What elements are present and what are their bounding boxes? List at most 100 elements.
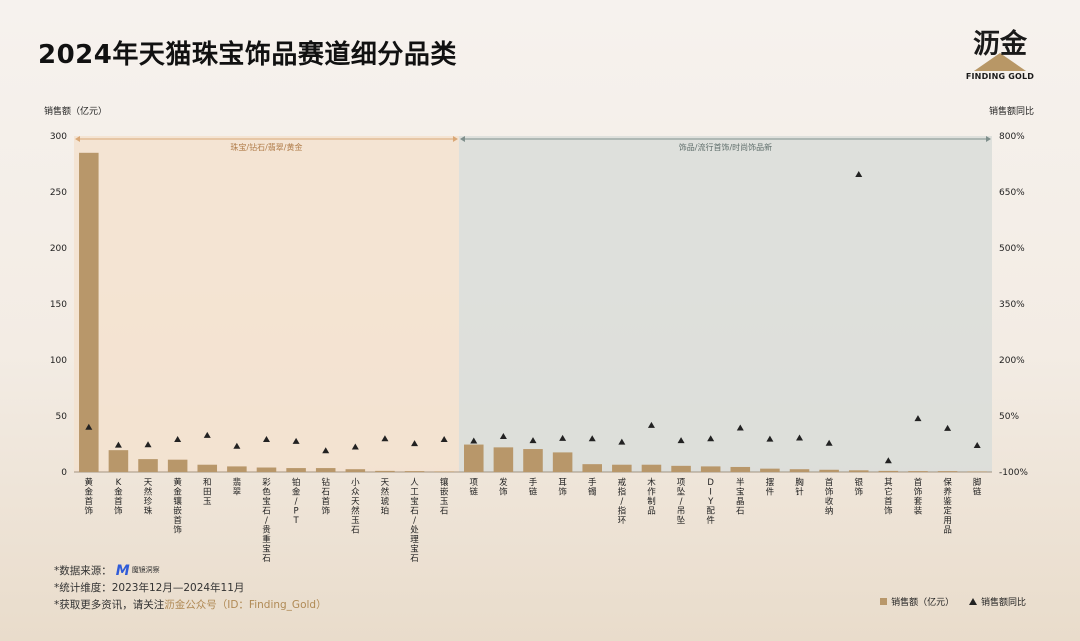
x-tick-char: 天 (144, 478, 153, 488)
yoy-marker-26 (855, 170, 863, 177)
x-tick-char: 坠 (677, 487, 686, 498)
x-tick-char: 环 (618, 516, 627, 526)
yoy-marker-23 (766, 435, 774, 442)
bar-19 (641, 464, 662, 472)
y2-tick-label: -100% (999, 468, 1028, 478)
x-tick-char: 晶 (736, 497, 745, 507)
bar-23 (760, 468, 780, 472)
bar-20 (671, 465, 691, 472)
group-region-1 (458, 136, 992, 472)
x-tick-char: 玉 (440, 497, 449, 507)
x-tick-char: 石 (440, 507, 449, 517)
x-tick-char: 饰 (558, 487, 567, 498)
bar-4 (197, 464, 218, 472)
x-tick-char: 首 (85, 496, 94, 507)
x-tick-char: 半 (736, 477, 745, 488)
x-tick-char: 套 (914, 496, 923, 507)
yoy-marker-7 (292, 437, 300, 444)
x-tick-char: 翡 (233, 477, 242, 488)
bar-14 (493, 447, 514, 472)
yoy-marker-28 (914, 415, 922, 422)
x-tick-char: 嵌 (440, 488, 449, 498)
x-tick-char: 养 (943, 487, 952, 498)
x-tick-char: 玉 (203, 497, 212, 507)
x-tick-char: / (620, 497, 623, 507)
bar-15 (523, 449, 543, 472)
x-tick-char: 玉 (351, 516, 360, 526)
bar-6 (256, 467, 277, 472)
y-tick-label: 250 (50, 188, 67, 198)
x-tick-char: 手 (588, 477, 597, 488)
x-tick-char: 钻 (321, 477, 330, 488)
x-tick-char: 其 (884, 478, 893, 488)
x-tick-char: 脚 (973, 477, 982, 488)
x-tick-char: 饰 (499, 487, 508, 498)
group-arrow-right-1 (986, 136, 991, 142)
page-title: 2024年天猫珠宝饰品赛道细分品类 (38, 40, 457, 70)
x-tick-char: 工 (410, 488, 419, 498)
yoy-marker-8 (322, 447, 330, 454)
x-tick-char: I (709, 488, 712, 498)
yoy-marker-10 (381, 435, 389, 442)
x-tick-char: 天 (351, 497, 360, 507)
x-tick-char: 饰 (884, 506, 893, 517)
x-tick-label-1: K 金首饰 (114, 478, 123, 517)
x-tick-char: 它 (884, 487, 893, 498)
x-tick-char: 石 (262, 554, 271, 564)
x-tick-label-8: 钻石首饰 (321, 477, 330, 517)
x-tick-char: 饰 (854, 487, 863, 498)
x-tick-char: 金 (85, 487, 94, 498)
yoy-marker-9 (351, 443, 359, 450)
bar-24 (789, 469, 810, 472)
yoy-marker-6 (262, 436, 270, 443)
x-tick-char: 保 (943, 477, 952, 488)
x-tick-char: 石 (262, 507, 271, 517)
x-tick-char: 田 (203, 488, 212, 498)
yoy-marker-19 (647, 421, 655, 428)
x-tick-label-17: 手镯 (588, 477, 597, 498)
x-tick-label-3: 黄金镶嵌首饰 (173, 477, 182, 536)
x-tick-char: 宝 (736, 487, 745, 498)
bar-28 (908, 471, 928, 472)
x-tick-char: 饰 (85, 506, 94, 517)
y2-tick-label: 350% (999, 300, 1025, 310)
bar-11 (404, 471, 425, 472)
x-tick-char: 天 (381, 478, 390, 488)
x-tick-char: 手 (529, 477, 538, 488)
x-tick-char: 铂 (292, 477, 301, 488)
yoy-marker-21 (707, 435, 715, 442)
bar-25 (819, 469, 839, 472)
x-tick-label-14: 发饰 (499, 477, 508, 498)
x-tick-char: 宝 (410, 544, 419, 555)
source-label: *数据来源： (54, 565, 112, 577)
x-tick-label-6: 彩色宝石/贵重宝石 (262, 477, 271, 564)
x-tick-char: 石 (410, 554, 419, 564)
yoy-marker-22 (736, 424, 744, 431)
bar-30 (967, 471, 987, 473)
x-tick-char: 贵 (262, 525, 271, 536)
x-tick-label-12: 镶嵌玉石 (440, 477, 449, 517)
x-tick-char: 定 (943, 506, 952, 517)
x-tick-label-25: 首饰收纳 (825, 477, 834, 517)
x-tick-char: 用 (943, 516, 952, 526)
x-tick-char: 作 (647, 487, 656, 498)
x-tick-char: 理 (410, 535, 419, 545)
x-tick-char: 色 (262, 487, 271, 498)
x-tick-char: 链 (529, 487, 538, 498)
x-tick-char: 珍 (144, 496, 153, 507)
x-tick-char: 银 (854, 477, 863, 488)
logo-triangle-icon (974, 53, 1026, 71)
x-tick-char: 琥 (381, 496, 390, 507)
x-tick-char: 石 (736, 507, 745, 517)
x-tick-char: 吊 (677, 507, 686, 517)
yoy-marker-0 (85, 423, 93, 430)
x-tick-char: 首 (884, 496, 893, 507)
yoy-marker-15 (529, 437, 537, 444)
x-tick-char: 项 (677, 478, 686, 488)
x-tick-char: 彩 (262, 477, 271, 488)
bar-12 (434, 471, 454, 473)
x-tick-label-9: 小众天然玉石 (351, 477, 360, 536)
x-tick-label-18: 戒指/指环 (618, 477, 627, 526)
x-tick-char: 宝 (410, 496, 419, 507)
y-tick-label: 300 (50, 132, 67, 142)
